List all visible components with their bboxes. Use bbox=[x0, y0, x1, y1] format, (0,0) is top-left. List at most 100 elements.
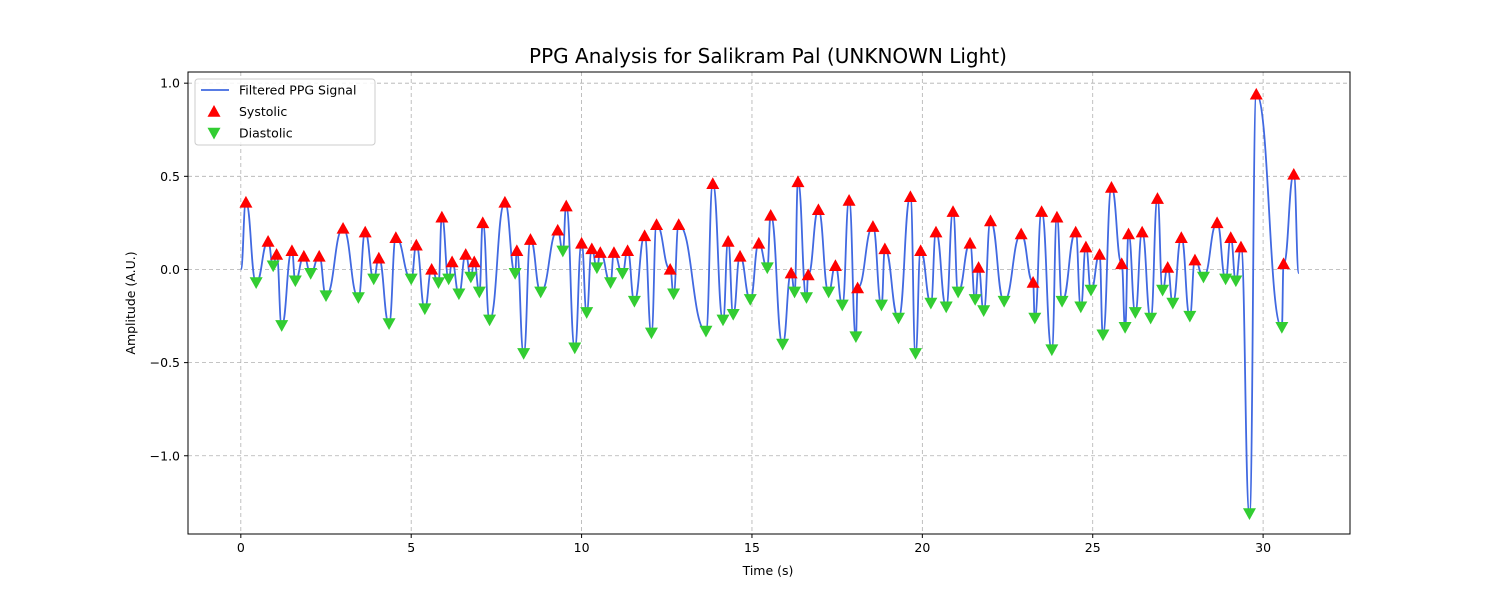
systolic-marker bbox=[607, 246, 621, 258]
diastolic-marker bbox=[1045, 344, 1059, 357]
systolic-marker bbox=[551, 223, 565, 236]
diastolic-marker bbox=[452, 288, 466, 301]
systolic-marker bbox=[445, 255, 459, 268]
legend-label: Filtered PPG Signal bbox=[239, 83, 356, 98]
systolic-marker bbox=[851, 281, 865, 294]
systolic-marker bbox=[1161, 261, 1175, 273]
diastolic-marker bbox=[1156, 284, 1170, 297]
systolic-marker bbox=[672, 218, 686, 230]
systolic-marker bbox=[585, 242, 599, 255]
systolic-marker bbox=[663, 262, 677, 275]
diastolic-marker bbox=[1084, 284, 1098, 297]
y-tick-label: −0.5 bbox=[150, 355, 180, 370]
y-axis-title: Amplitude (A.U.) bbox=[123, 251, 138, 354]
diastolic-marker bbox=[788, 286, 802, 299]
diastolic-marker bbox=[667, 288, 681, 301]
diastolic-marker bbox=[351, 292, 365, 304]
diastolic-marker bbox=[644, 327, 658, 340]
systolic-marker bbox=[575, 236, 589, 249]
systolic-marker bbox=[1188, 253, 1202, 266]
diastolic-marker bbox=[1275, 322, 1289, 334]
diastolic-marker bbox=[1144, 312, 1158, 325]
chart-title: PPG Analysis for Salikram Pal (UNKNOWN L… bbox=[529, 44, 1007, 68]
diastolic-marker bbox=[997, 295, 1011, 308]
diastolic-marker bbox=[431, 277, 445, 290]
diastolic-marker bbox=[508, 267, 522, 280]
diastolic-marker bbox=[275, 320, 289, 332]
systolic-marker bbox=[1210, 216, 1224, 229]
diastolic-marker bbox=[288, 275, 302, 288]
y-tick-label: 1.0 bbox=[160, 76, 180, 91]
systolic-marker bbox=[1026, 276, 1040, 288]
systolic-marker bbox=[372, 251, 386, 264]
systolic-marker bbox=[467, 255, 481, 268]
systolic-marker bbox=[733, 249, 747, 262]
diastolic-marker bbox=[604, 277, 618, 290]
systolic-marker bbox=[285, 244, 299, 257]
systolic-marker bbox=[1277, 257, 1291, 270]
systolic-markers bbox=[239, 87, 1301, 294]
systolic-marker bbox=[1093, 248, 1107, 260]
diastolic-marker bbox=[1242, 508, 1256, 521]
diastolic-marker bbox=[874, 299, 888, 312]
diastolic-marker bbox=[716, 314, 730, 327]
systolic-marker bbox=[1014, 227, 1028, 240]
systolic-marker bbox=[1122, 227, 1136, 240]
systolic-marker bbox=[946, 205, 960, 217]
diastolic-marker bbox=[367, 273, 381, 286]
systolic-marker bbox=[1035, 205, 1049, 217]
systolic-marker bbox=[1135, 225, 1149, 238]
diastolic-marker bbox=[534, 286, 548, 299]
diastolic-marker bbox=[615, 267, 629, 280]
diastolic-marker bbox=[319, 290, 333, 303]
diastolic-markers bbox=[249, 245, 1289, 521]
systolic-marker bbox=[409, 238, 423, 251]
systolic-marker bbox=[1224, 231, 1238, 243]
x-tick-label: 25 bbox=[1085, 540, 1101, 555]
diastolic-marker bbox=[568, 342, 582, 355]
diastolic-marker bbox=[699, 325, 713, 338]
diastolic-marker bbox=[627, 295, 641, 308]
systolic-marker bbox=[784, 266, 798, 279]
legend-diastolic-swatch bbox=[207, 127, 221, 140]
systolic-marker bbox=[764, 208, 778, 221]
systolic-marker bbox=[866, 220, 880, 232]
diastolic-marker bbox=[304, 267, 318, 280]
systolic-marker bbox=[336, 221, 350, 234]
diastolic-marker bbox=[556, 245, 570, 258]
diastolic-marker bbox=[266, 260, 280, 273]
systolic-marker bbox=[358, 225, 372, 238]
systolic-marker bbox=[1079, 240, 1093, 253]
diastolic-marker bbox=[1118, 322, 1132, 334]
diastolic-marker bbox=[849, 331, 863, 344]
diastolic-marker bbox=[951, 286, 965, 299]
diastolic-marker bbox=[1196, 271, 1210, 284]
x-tick-label: 0 bbox=[237, 540, 245, 555]
diastolic-marker bbox=[799, 292, 813, 304]
grid bbox=[188, 72, 1350, 534]
diastolic-marker bbox=[1183, 310, 1197, 323]
diastolic-marker bbox=[1096, 329, 1110, 342]
diastolic-marker bbox=[977, 305, 991, 317]
systolic-marker bbox=[1150, 192, 1164, 204]
systolic-marker bbox=[312, 249, 326, 262]
legend: Filtered PPG Signal Systolic Diastolic bbox=[194, 78, 376, 146]
x-tick-label: 15 bbox=[744, 540, 760, 555]
systolic-marker bbox=[425, 262, 439, 275]
systolic-marker bbox=[972, 261, 986, 273]
systolic-marker bbox=[621, 244, 635, 257]
systolic-marker bbox=[1050, 210, 1064, 223]
systolic-marker bbox=[1249, 87, 1263, 100]
systolic-marker bbox=[878, 242, 892, 255]
y-tick-label: −1.0 bbox=[150, 448, 180, 463]
systolic-marker bbox=[752, 236, 766, 249]
legend-systolic-swatch bbox=[207, 105, 221, 117]
systolic-marker bbox=[435, 210, 449, 223]
diastolic-marker bbox=[939, 301, 953, 314]
systolic-marker bbox=[523, 233, 537, 245]
x-tick-label: 5 bbox=[407, 540, 415, 555]
systolic-marker bbox=[559, 199, 573, 212]
systolic-marker bbox=[297, 249, 311, 262]
systolic-marker bbox=[706, 177, 720, 189]
